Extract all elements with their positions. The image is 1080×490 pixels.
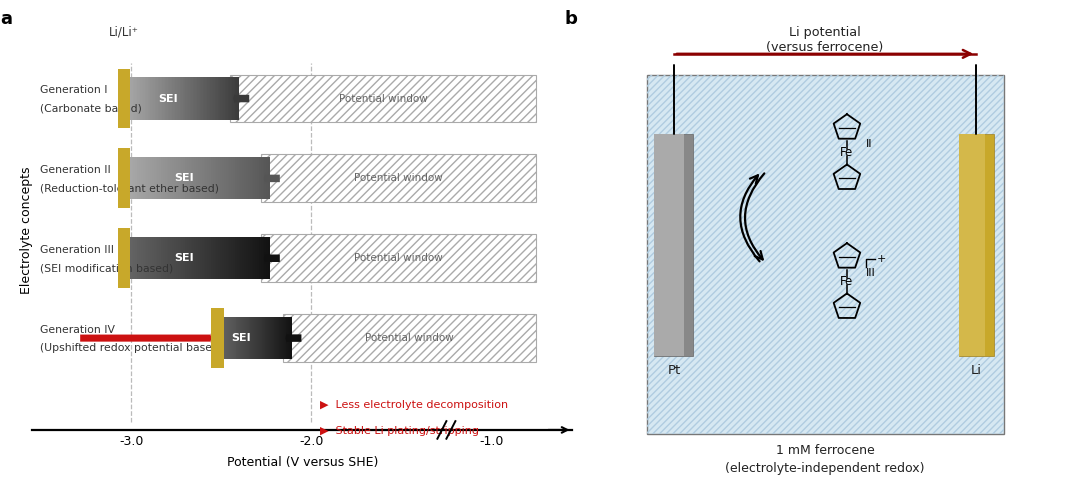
Bar — [647, 74, 1003, 434]
Text: (Upshifted redox potential based): (Upshifted redox potential based) — [40, 343, 222, 353]
Text: b: b — [564, 10, 577, 28]
Text: Generation II: Generation II — [40, 165, 110, 175]
Text: Fe: Fe — [840, 275, 853, 288]
Text: SEI: SEI — [174, 253, 193, 263]
Text: 1 mM ferrocene: 1 mM ferrocene — [775, 444, 875, 457]
Text: Generation I: Generation I — [40, 85, 107, 96]
Y-axis label: Electrolyte concepts: Electrolyte concepts — [21, 167, 33, 294]
Bar — [261, 154, 537, 202]
Text: Li potential: Li potential — [789, 25, 861, 39]
Text: Pt: Pt — [667, 364, 680, 377]
Bar — [230, 74, 537, 122]
Text: Potential window: Potential window — [354, 253, 443, 263]
Text: Potential window: Potential window — [339, 94, 428, 103]
Bar — [212, 308, 224, 368]
Text: (Carbonate based): (Carbonate based) — [40, 103, 141, 113]
Text: (SEI modification based): (SEI modification based) — [40, 263, 173, 273]
Text: Li/Li⁺: Li/Li⁺ — [109, 25, 139, 38]
Text: II: II — [866, 139, 873, 149]
Bar — [647, 74, 1003, 434]
Bar — [118, 228, 131, 288]
Text: Potential window: Potential window — [354, 173, 443, 183]
Text: Generation IV: Generation IV — [40, 325, 114, 335]
Text: SEI: SEI — [231, 333, 251, 343]
Text: SEI: SEI — [174, 173, 193, 183]
X-axis label: Potential (V versus SHE): Potential (V versus SHE) — [227, 456, 378, 469]
Text: ▶  Stable Li plating/stripping: ▶ Stable Li plating/stripping — [321, 426, 480, 436]
FancyBboxPatch shape — [654, 134, 684, 356]
Text: Li: Li — [971, 364, 982, 377]
FancyBboxPatch shape — [959, 134, 985, 356]
Text: ▶  Less electrolyte decomposition: ▶ Less electrolyte decomposition — [321, 400, 509, 411]
Bar — [283, 314, 537, 362]
FancyBboxPatch shape — [654, 134, 693, 356]
Bar — [118, 69, 131, 128]
Text: (versus ferrocene): (versus ferrocene) — [767, 41, 883, 54]
Text: a: a — [0, 10, 12, 28]
Text: Fe: Fe — [840, 147, 853, 159]
Text: SEI: SEI — [159, 94, 178, 103]
Text: (electrolyte-independent redox): (electrolyte-independent redox) — [726, 463, 924, 475]
Text: Potential window: Potential window — [365, 333, 454, 343]
Text: III: III — [866, 268, 876, 278]
Bar — [118, 148, 131, 208]
Text: Generation III: Generation III — [40, 245, 113, 255]
FancyBboxPatch shape — [959, 134, 995, 356]
Bar — [261, 234, 537, 282]
Text: (Reduction-tolerant ether based): (Reduction-tolerant ether based) — [40, 183, 218, 193]
Text: +: + — [877, 254, 887, 264]
